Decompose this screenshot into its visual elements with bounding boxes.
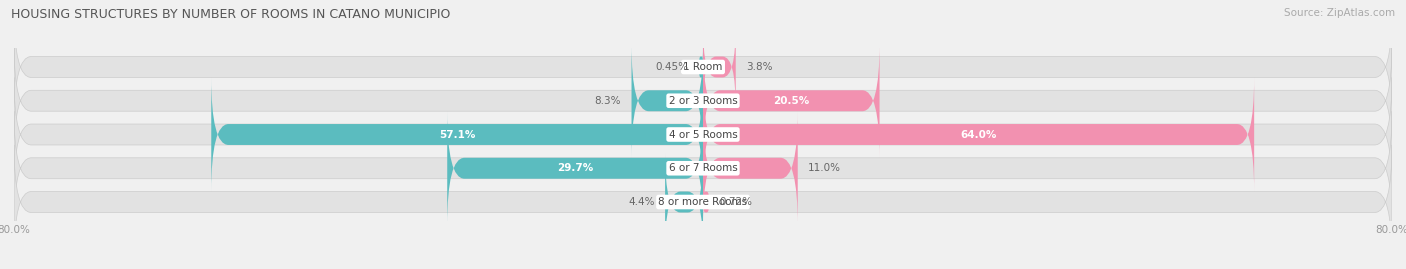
FancyBboxPatch shape [14, 44, 1392, 158]
FancyBboxPatch shape [14, 10, 1392, 124]
FancyBboxPatch shape [703, 111, 797, 225]
Text: 29.7%: 29.7% [557, 163, 593, 173]
FancyBboxPatch shape [631, 44, 703, 158]
Text: 4 or 5 Rooms: 4 or 5 Rooms [669, 129, 737, 140]
Text: HOUSING STRUCTURES BY NUMBER OF ROOMS IN CATANO MUNICIPIO: HOUSING STRUCTURES BY NUMBER OF ROOMS IN… [11, 8, 450, 21]
FancyBboxPatch shape [703, 44, 880, 158]
Text: 3.8%: 3.8% [747, 62, 772, 72]
Text: 11.0%: 11.0% [808, 163, 841, 173]
FancyBboxPatch shape [703, 192, 709, 213]
Text: 64.0%: 64.0% [960, 129, 997, 140]
Text: 2 or 3 Rooms: 2 or 3 Rooms [669, 96, 737, 106]
FancyBboxPatch shape [699, 56, 703, 77]
FancyBboxPatch shape [14, 145, 1392, 259]
Text: 0.72%: 0.72% [720, 197, 752, 207]
FancyBboxPatch shape [211, 77, 703, 192]
Text: 1 Room: 1 Room [683, 62, 723, 72]
FancyBboxPatch shape [14, 77, 1392, 192]
FancyBboxPatch shape [447, 111, 703, 225]
Text: 57.1%: 57.1% [439, 129, 475, 140]
FancyBboxPatch shape [14, 111, 1392, 225]
Text: 8 or more Rooms: 8 or more Rooms [658, 197, 748, 207]
FancyBboxPatch shape [703, 77, 1254, 192]
Text: 4.4%: 4.4% [628, 197, 655, 207]
FancyBboxPatch shape [665, 153, 703, 251]
Text: 20.5%: 20.5% [773, 96, 810, 106]
Text: Source: ZipAtlas.com: Source: ZipAtlas.com [1284, 8, 1395, 18]
Text: 0.45%: 0.45% [655, 62, 689, 72]
FancyBboxPatch shape [703, 26, 735, 108]
Text: 8.3%: 8.3% [595, 96, 621, 106]
Text: 6 or 7 Rooms: 6 or 7 Rooms [669, 163, 737, 173]
